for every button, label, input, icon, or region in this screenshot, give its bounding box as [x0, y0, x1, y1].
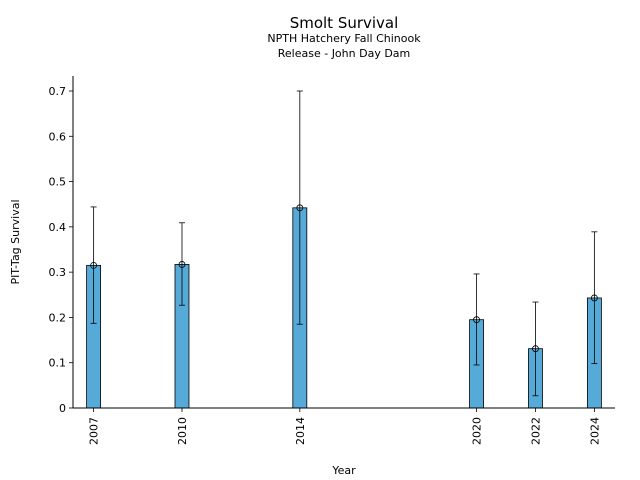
y-tick-label: 0.4: [49, 221, 67, 234]
y-tick-label: 0.5: [49, 176, 67, 189]
y-tick-label: 0.3: [49, 266, 67, 279]
x-tick-label-2014: 2014: [294, 417, 307, 445]
point-marker-2024: [590, 294, 598, 302]
point-marker-2022: [532, 345, 539, 353]
y-axis-label: PIT-Tag Survival: [9, 199, 22, 284]
chart-title: Smolt Survival: [290, 14, 399, 32]
y-tick-label: 0: [59, 402, 66, 415]
x-tick-label-2007: 2007: [88, 417, 101, 445]
chart-subtitle-line-1: NPTH Hatchery Fall Chinook: [267, 32, 421, 45]
point-marker-2014: [296, 204, 304, 212]
chart-subtitle-line-2: Release - John Day Dam: [278, 47, 411, 60]
y-tick-label: 0.6: [49, 130, 67, 143]
y-tick-label: 0.7: [49, 85, 67, 98]
x-tick-label-2022: 2022: [529, 417, 542, 445]
y-tick-label: 0.2: [49, 311, 67, 324]
point-marker-2007: [90, 261, 98, 269]
plot-area: 2007 2010 2014 2020 2022 2024 0 0.1 0.2 0.3 0.4 0.5…: [49, 76, 615, 445]
point-marker-2010: [178, 261, 186, 268]
x-axis-label: Year: [331, 464, 356, 477]
x-tick-label-2020: 2020: [471, 417, 484, 445]
x-tick-label-2024: 2024: [588, 417, 601, 445]
x-tick-label-2010: 2010: [176, 417, 189, 445]
y-tick-label: 0.1: [49, 357, 67, 370]
point-marker-2020: [473, 316, 480, 324]
